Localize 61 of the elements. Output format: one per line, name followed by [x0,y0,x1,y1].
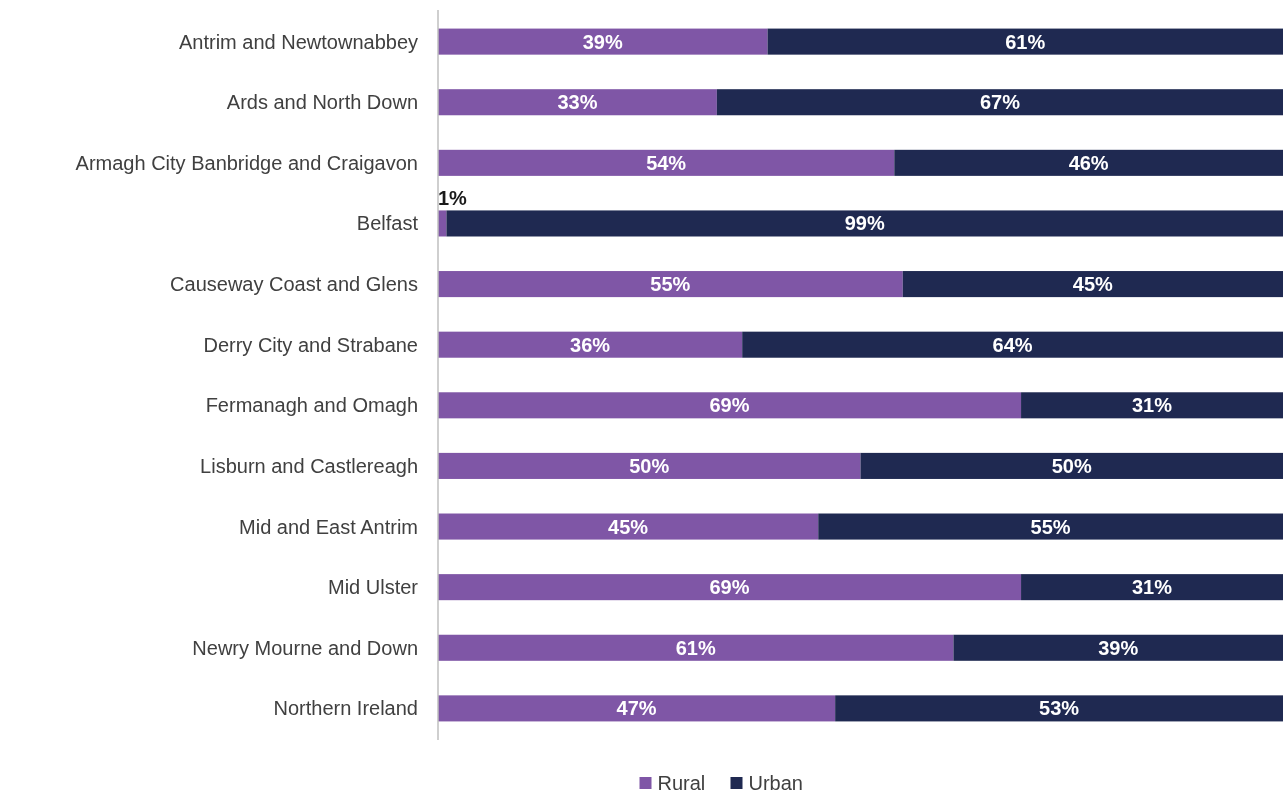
y-tick-label: Newry Mourne and Down [192,636,418,659]
data-label: 39% [582,30,624,53]
legend-label: Urban [748,772,803,794]
y-tick-label: Northern Ireland [273,697,418,720]
bar [902,271,1283,298]
bar [438,392,1022,419]
legend-label: Rural [657,772,706,794]
data-label: 50% [629,454,670,477]
y-tick-label: Mid and East Antrim [239,515,418,538]
data-label: 61% [675,636,716,659]
bar [438,89,717,116]
data-label: 53% [1039,697,1080,720]
y-tick-label: Lisburn and Castlereagh [200,454,418,477]
data-label: 31% [1132,394,1173,417]
data-label: 55% [1030,515,1071,538]
y-tick-label: Derry City and Strabane [203,333,418,356]
y-tick-label: Belfast [356,212,419,235]
bar [835,695,1283,722]
data-label: 67% [979,91,1021,114]
data-label: 39% [1098,636,1139,659]
data-label: 33% [557,91,598,114]
data-label: 54% [646,151,687,174]
bar [818,513,1283,540]
bar [438,271,903,298]
bar [446,210,1283,237]
data-label: 50% [1051,454,1092,477]
bar [894,149,1283,176]
data-label: 46% [1068,151,1109,174]
bar [438,149,895,176]
bar [1021,392,1283,419]
bar [438,452,861,479]
y-tick-label: Ards and North Down [226,91,418,114]
y-tick-label: Fermanagh and Omagh [205,394,418,417]
bar [438,574,1022,601]
y-tick-label: Antrim and Newtownabbey [178,30,418,53]
data-label: 45% [1072,273,1114,296]
bar [438,331,743,358]
y-tick-label: Armagh City Banbridge and Craigavon [75,151,418,174]
bar [742,331,1283,358]
bar [438,28,768,55]
data-label: 99% [844,212,885,235]
y-tick-label: Causeway Coast and Glens [170,273,418,296]
data-label: 47% [616,697,657,720]
data-label: 31% [1132,576,1173,599]
bar [438,695,836,722]
data-label: 55% [650,273,691,296]
bar [1021,574,1283,601]
data-label: 64% [992,333,1033,356]
bar [716,89,1283,116]
data-label: 36% [570,333,611,356]
data-label: 69% [709,576,750,599]
bar [953,634,1283,661]
bar [438,513,819,540]
y-tick-label: Mid Ulster [327,576,419,599]
data-label: 69% [709,394,750,417]
data-label: 61% [1005,30,1046,53]
data-label: 1% [438,187,468,210]
bar [438,634,954,661]
bar [767,28,1283,55]
data-label: 45% [608,515,649,538]
bar [860,452,1283,479]
